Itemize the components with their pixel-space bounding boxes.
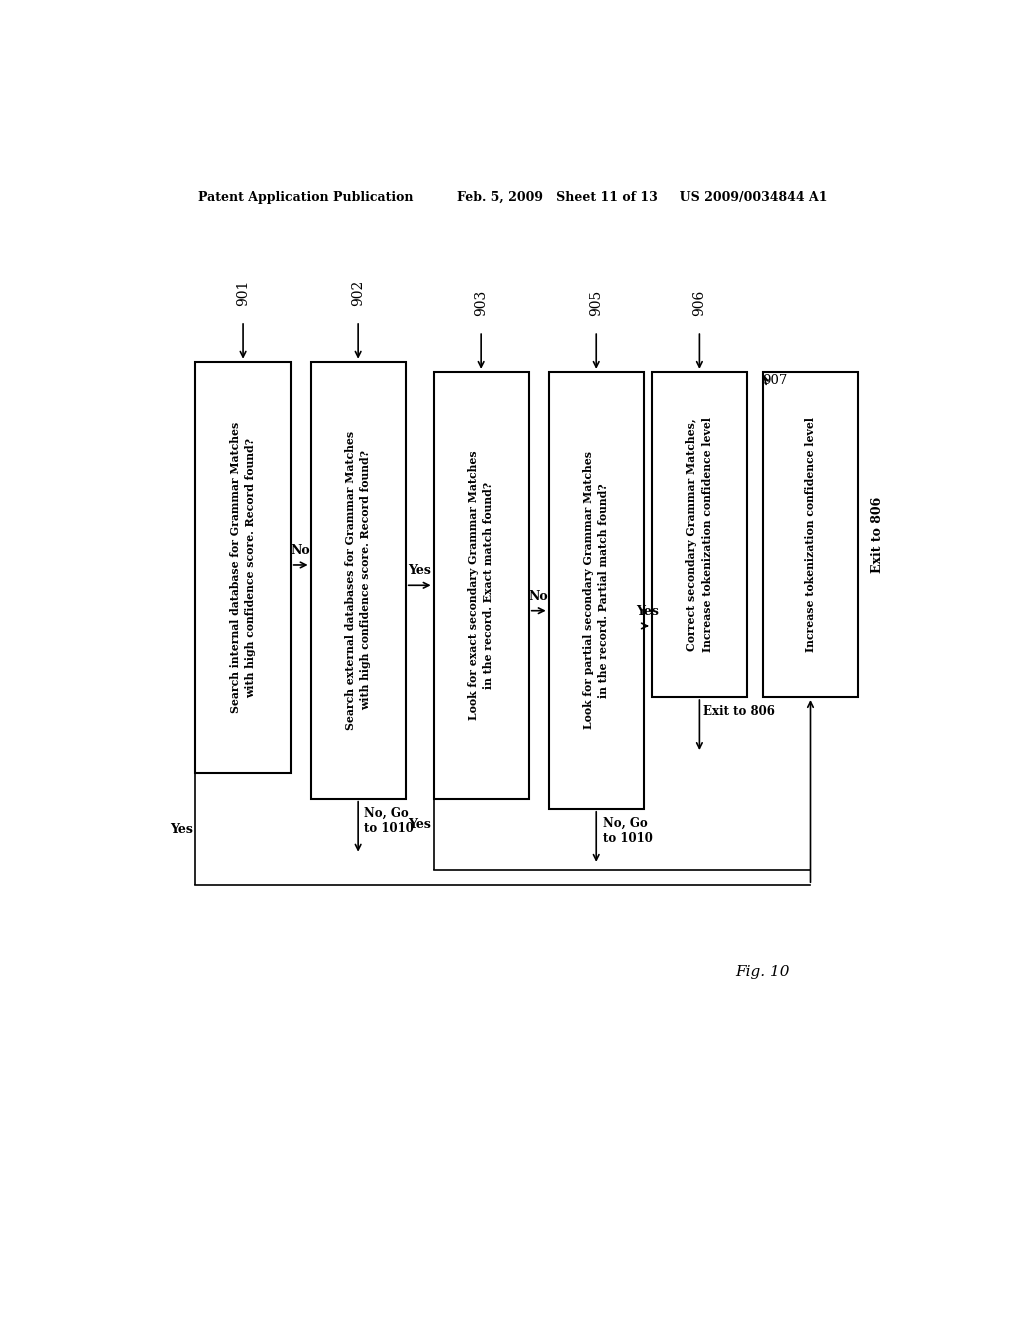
Bar: [310, 362, 406, 799]
Text: No: No: [528, 590, 549, 602]
Text: Yes: Yes: [409, 564, 431, 577]
Text: Search external databases for Grammar Matches
with high confidence score. Record: Search external databases for Grammar Ma…: [345, 430, 372, 730]
Bar: [763, 372, 858, 697]
Text: No: No: [291, 544, 310, 557]
Text: Look for partial secondary Grammar Matches
in the record. Partial match found?: Look for partial secondary Grammar Match…: [583, 451, 609, 730]
Text: No, Go
to 1010: No, Go to 1010: [602, 817, 652, 845]
Bar: [196, 362, 291, 774]
Bar: [433, 372, 528, 799]
Text: No, Go
to 1010: No, Go to 1010: [365, 807, 415, 834]
Text: Fig. 10: Fig. 10: [735, 965, 791, 978]
Text: Patent Application Publication: Patent Application Publication: [198, 190, 414, 203]
Text: 907: 907: [762, 374, 787, 387]
Text: 906: 906: [692, 289, 707, 315]
Text: Look for exact secondary Grammar Matches
in the record. Exact match found?: Look for exact secondary Grammar Matches…: [468, 450, 495, 721]
Text: Yes: Yes: [170, 822, 193, 836]
Text: Yes: Yes: [408, 817, 431, 830]
Text: 905: 905: [589, 289, 603, 315]
Text: 901: 901: [237, 280, 250, 306]
Text: Exit to 806: Exit to 806: [871, 496, 885, 573]
Text: Yes: Yes: [636, 605, 659, 618]
Text: Feb. 5, 2009   Sheet 11 of 13     US 2009/0034844 A1: Feb. 5, 2009 Sheet 11 of 13 US 2009/0034…: [458, 190, 827, 203]
Text: Search internal database for Grammar Matches
with high confidence score. Record : Search internal database for Grammar Mat…: [229, 422, 256, 713]
Text: Exit to 806: Exit to 806: [703, 705, 775, 718]
Bar: [549, 372, 644, 809]
Text: Increase tokenization confidence level: Increase tokenization confidence level: [805, 417, 816, 652]
Text: Correct secondary Grammar Matches,
Increase tokenization confidence level: Correct secondary Grammar Matches, Incre…: [686, 417, 713, 652]
Bar: [651, 372, 746, 697]
Text: 902: 902: [351, 280, 366, 306]
Text: 903: 903: [474, 289, 488, 315]
